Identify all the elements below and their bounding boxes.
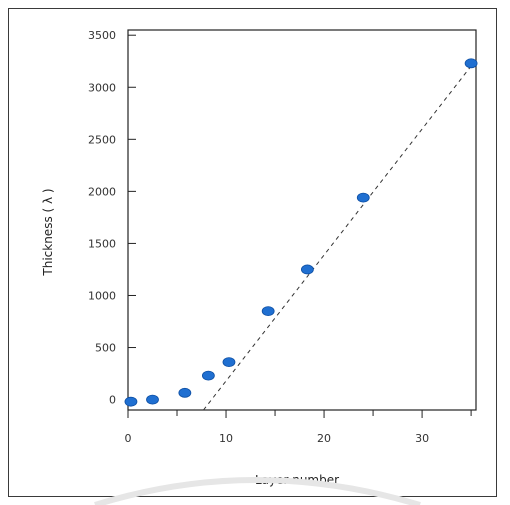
y-tick-label: 2500 bbox=[88, 133, 116, 146]
data-point bbox=[201, 370, 215, 381]
plot-area: 0 500 1000 1500 2000 2500 3000 3500 0 10 20 30 bbox=[88, 29, 478, 445]
y-tick-label: 1500 bbox=[88, 237, 116, 250]
trend-line bbox=[203, 61, 475, 411]
x-tick-label: 0 bbox=[125, 432, 132, 445]
plot-border bbox=[127, 29, 477, 411]
chart-frame bbox=[8, 8, 497, 497]
data-point bbox=[300, 264, 314, 275]
x-tick-label: 10 bbox=[219, 432, 233, 445]
data-point bbox=[356, 192, 370, 203]
data-point bbox=[178, 387, 192, 398]
y-tick-label: 3000 bbox=[88, 81, 116, 94]
y-tick-label: 500 bbox=[95, 342, 116, 355]
x-tick-label: 20 bbox=[317, 432, 331, 445]
y-tick-label: 2000 bbox=[88, 185, 116, 198]
data-point bbox=[261, 306, 275, 316]
data-point bbox=[222, 357, 236, 368]
y-tick-label: 1000 bbox=[88, 289, 116, 302]
y-axis-label: Thickness ( λ ) bbox=[41, 188, 55, 276]
x-tick-label: 30 bbox=[415, 432, 429, 445]
y-tick-label: 3500 bbox=[88, 29, 116, 42]
data-point bbox=[146, 394, 159, 405]
y-tick-label: 0 bbox=[109, 394, 116, 407]
data-point bbox=[124, 396, 138, 407]
decorative-arc bbox=[94, 477, 421, 505]
data-point bbox=[464, 58, 478, 69]
